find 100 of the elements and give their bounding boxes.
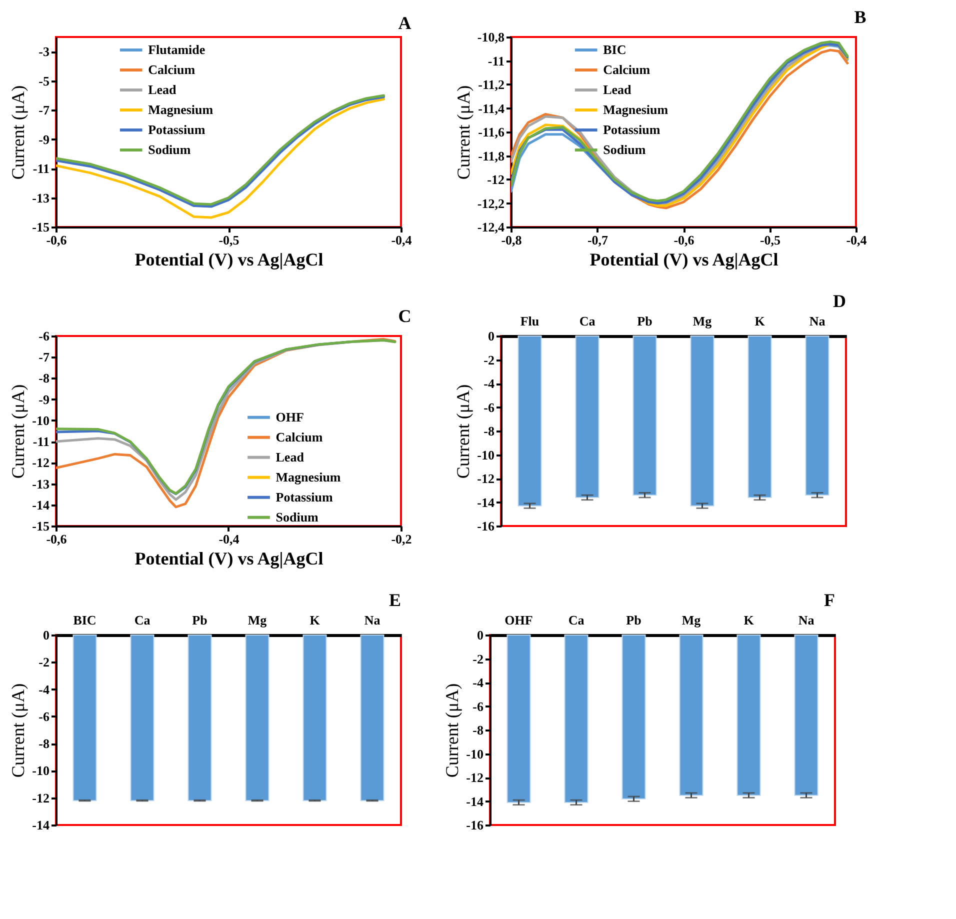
y-tick-label: -6 bbox=[484, 400, 495, 415]
y-tick-label: -14 bbox=[32, 818, 50, 832]
x-tick-label: BIC bbox=[73, 612, 96, 628]
y-tick-label: -11 bbox=[32, 161, 50, 176]
chart-title: E bbox=[388, 590, 401, 610]
y-tick-label: -10 bbox=[477, 447, 494, 462]
x-tick-label: K bbox=[754, 314, 766, 328]
y-tick-label: -12 bbox=[32, 455, 50, 470]
y-tick-label: -11,2 bbox=[478, 77, 504, 92]
y-axis-title: Current (μA) bbox=[453, 85, 474, 180]
y-axis-title: Current (μA) bbox=[8, 683, 28, 778]
y-tick-label: -4 bbox=[38, 682, 50, 697]
x-tick-label: Pb bbox=[192, 612, 208, 628]
y-axis-title: Current (μA) bbox=[453, 384, 474, 479]
legend-label: Calcium bbox=[276, 429, 323, 444]
y-tick-label: -4 bbox=[484, 376, 495, 391]
legend-label: Calcium bbox=[148, 62, 196, 77]
y-tick-label: -14 bbox=[32, 497, 50, 512]
x-tick-label: Pb bbox=[637, 314, 652, 328]
y-tick-label: -11,6 bbox=[478, 124, 505, 140]
x-tick-label: Na bbox=[798, 612, 815, 628]
y-tick-label: -13 bbox=[32, 476, 50, 492]
x-tick-label: -0,5 bbox=[218, 232, 240, 248]
y-tick-label: -16 bbox=[466, 818, 484, 832]
legend-label: Sodium bbox=[276, 509, 319, 524]
y-tick-label: -15 bbox=[32, 518, 50, 534]
legend-label: Sodium bbox=[148, 142, 191, 157]
y-tick-label: -11 bbox=[32, 434, 50, 450]
x-tick-label: -0,6 bbox=[674, 232, 695, 248]
x-tick-label: -0,5 bbox=[760, 232, 782, 248]
y-tick-label: -7 bbox=[38, 102, 50, 118]
y-tick-label: -8 bbox=[38, 736, 50, 752]
x-tick-label: Mg bbox=[682, 612, 702, 628]
y-tick-label: -12 bbox=[487, 172, 504, 187]
y-tick-label: -12,2 bbox=[477, 196, 504, 211]
y-tick-label: -9 bbox=[38, 132, 50, 147]
y-tick-label: -8 bbox=[38, 370, 50, 386]
y-tick-label: -11,4 bbox=[478, 100, 505, 116]
y-axis-title: Current (μA) bbox=[8, 384, 28, 479]
x-tick-label: K bbox=[310, 612, 321, 628]
chart-title: D bbox=[833, 291, 846, 311]
y-tick-label: -6 bbox=[472, 698, 484, 714]
y-tick-label: -10 bbox=[32, 412, 50, 428]
x-tick-label: -0,7 bbox=[587, 232, 609, 248]
y-tick-label: -5 bbox=[38, 73, 50, 88]
y-tick-label: -10 bbox=[466, 746, 484, 762]
chart-title: A bbox=[398, 13, 412, 33]
y-axis-title: Current (μA) bbox=[8, 85, 28, 180]
y-tick-label: -16 bbox=[477, 518, 495, 534]
y-tick-label: -2 bbox=[472, 651, 484, 666]
y-tick-label: -3 bbox=[38, 44, 50, 60]
y-tick-label: -7 bbox=[38, 350, 50, 365]
y-tick-label: -12 bbox=[466, 770, 484, 785]
y-axis-title: Current (μA) bbox=[442, 683, 462, 778]
y-tick-label: -11 bbox=[488, 53, 504, 68]
x-tick-label: -0,6 bbox=[46, 532, 68, 546]
x-tick-label: Mg bbox=[692, 314, 712, 328]
x-tick-label: Flu bbox=[520, 314, 540, 328]
legend-label: Potassium bbox=[603, 122, 660, 137]
x-tick-label: -0,8 bbox=[501, 232, 522, 248]
chart-title: F bbox=[824, 590, 835, 610]
legend-label: Magnesium bbox=[603, 102, 668, 117]
legend-label: BIC bbox=[603, 42, 626, 57]
y-tick-label: -2 bbox=[38, 654, 50, 670]
legend-label: OHF bbox=[276, 409, 304, 424]
y-tick-label: -14 bbox=[477, 494, 495, 510]
y-tick-label: 0 bbox=[43, 628, 50, 642]
legend-label: Calcium bbox=[603, 62, 650, 77]
chart-title: B bbox=[854, 7, 866, 27]
x-tick-label: Ca bbox=[579, 314, 596, 328]
y-tick-label: -4 bbox=[472, 675, 484, 690]
x-tick-label: -0,4 bbox=[846, 232, 868, 248]
y-tick-label: -6 bbox=[38, 708, 50, 724]
x-tick-label: Mg bbox=[248, 612, 268, 628]
y-tick-label: -14 bbox=[466, 794, 484, 809]
x-tick-label: -0,6 bbox=[46, 232, 68, 248]
y-tick-label: -10 bbox=[32, 763, 50, 778]
y-tick-label: -12,4 bbox=[477, 220, 505, 234]
x-tick-label: Na bbox=[809, 314, 826, 328]
x-axis-title: Potential (V) vs Ag|AgCl bbox=[590, 250, 778, 270]
x-tick-label: -0,2 bbox=[391, 532, 412, 546]
y-tick-label: -11,8 bbox=[478, 148, 505, 164]
y-tick-label: -6 bbox=[38, 328, 50, 344]
y-tick-label: -8 bbox=[472, 722, 484, 738]
legend-label: Lead bbox=[276, 449, 305, 464]
x-tick-label: Na bbox=[364, 612, 381, 628]
legend-label: Flutamide bbox=[148, 42, 206, 57]
legend-label: Magnesium bbox=[148, 102, 214, 117]
legend-label: Lead bbox=[148, 82, 178, 97]
x-tick-label: -0,4 bbox=[218, 532, 240, 546]
legend-label: Potassium bbox=[276, 489, 333, 504]
y-tick-label: -15 bbox=[32, 220, 50, 234]
x-tick-label: Ca bbox=[134, 612, 151, 628]
y-tick-label: -2 bbox=[484, 352, 494, 368]
legend-label: Magnesium bbox=[276, 469, 341, 484]
chart-title: C bbox=[398, 306, 412, 326]
y-tick-label: 0 bbox=[488, 328, 494, 344]
y-tick-label: -10,8 bbox=[477, 30, 505, 44]
y-tick-label: -12 bbox=[32, 790, 50, 806]
y-tick-label: -12 bbox=[477, 471, 494, 486]
